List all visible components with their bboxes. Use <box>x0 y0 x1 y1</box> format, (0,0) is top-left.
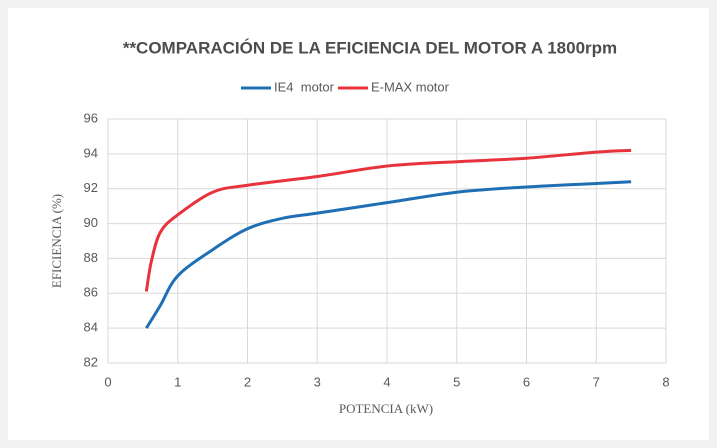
y-tick-label: 96 <box>84 110 98 125</box>
x-tick-label: 7 <box>593 374 600 389</box>
legend-label: IE4 motor <box>274 79 335 94</box>
x-tick-label: 8 <box>662 374 669 389</box>
y-tick-label: 86 <box>84 285 98 300</box>
chart-title: **COMPARACIÓN DE LA EFICIENCIA DEL MOTOR… <box>123 38 617 57</box>
x-axis-label: POTENCIA (kW) <box>339 401 433 416</box>
y-axis-label: EFICIENCIA (%) <box>49 194 64 288</box>
y-tick-label: 84 <box>84 320 98 335</box>
x-tick-label: 4 <box>383 374 390 389</box>
x-tick-label: 5 <box>453 374 460 389</box>
y-tick-label: 92 <box>84 180 98 195</box>
x-tick-label: 3 <box>314 374 321 389</box>
legend-label: E-MAX motor <box>371 79 450 94</box>
x-tick-label: 1 <box>174 374 181 389</box>
y-tick-label: 88 <box>84 250 98 265</box>
x-tick-label: 6 <box>523 374 530 389</box>
x-tick-label: 2 <box>244 374 251 389</box>
line <box>145 180 632 329</box>
y-tick-label: 90 <box>84 215 98 230</box>
x-tick-label: 0 <box>104 374 111 389</box>
line <box>144 148 632 292</box>
y-tick-label: 94 <box>84 145 98 160</box>
y-tick-label: 82 <box>84 354 98 369</box>
